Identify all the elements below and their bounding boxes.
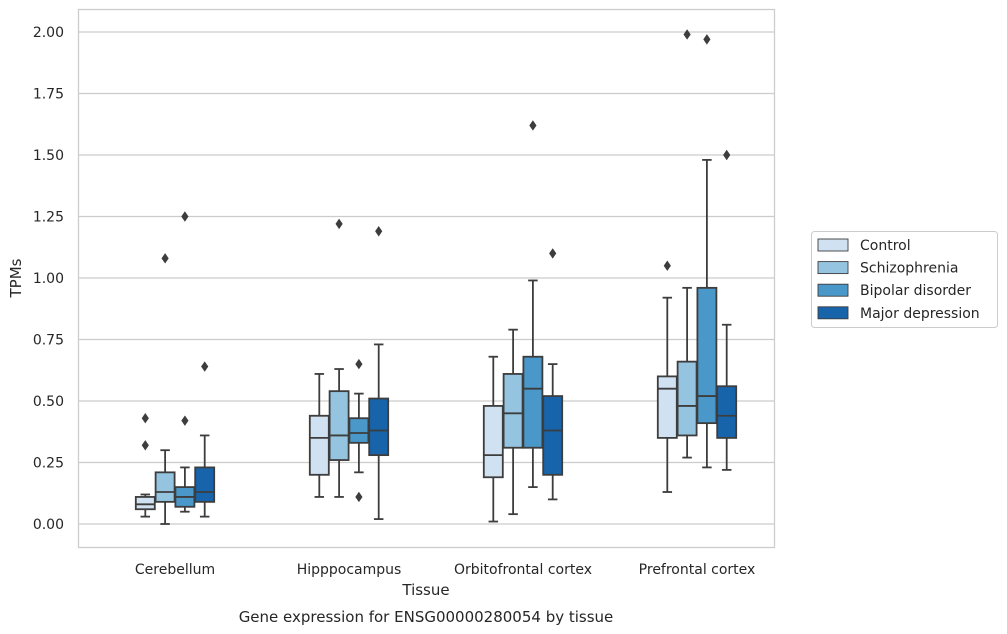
outlier-point: [355, 358, 363, 370]
outlier-point: [335, 218, 343, 230]
box-iqr: [502, 373, 524, 449]
outlier-point: [181, 211, 189, 222]
y-tick-label: 2.00: [33, 25, 64, 41]
outlier-point: [141, 440, 149, 451]
box-plot: [328, 218, 350, 498]
box-plot: [154, 253, 176, 525]
outlier-point: [161, 253, 169, 264]
y-axis-ticks: 0.00 0.25 0.50 0.75 1.00 1.25 1.50 1.75 2.00: [33, 25, 64, 533]
gridlines: [78, 31, 775, 525]
box-plot: [174, 211, 196, 513]
box-plot: [696, 34, 718, 469]
outlier-point: [703, 34, 711, 45]
box-iqr: [134, 496, 156, 511]
box-iqr: [542, 395, 564, 476]
box-plot: [482, 355, 504, 523]
boxes: [134, 29, 738, 525]
box-iqr: [308, 414, 330, 476]
box-plot: [502, 328, 524, 516]
box-iqr: [348, 417, 370, 444]
y-tick-label: 0.75: [33, 333, 64, 349]
box-plot: [368, 226, 390, 520]
outlier-point: [663, 260, 671, 271]
outlier-point: [529, 120, 537, 131]
x-tick-label: Prefrontal cortex: [639, 562, 756, 578]
legend-entry: Bipolar disorder: [860, 283, 971, 299]
box-iqr: [328, 390, 350, 461]
x-tick-label: Orbitofrontal cortex: [454, 562, 592, 578]
outlier-point: [141, 413, 149, 424]
x-tick-label: Hipppocampus: [297, 562, 402, 578]
outlier-point: [375, 226, 383, 237]
y-tick-label: 0.25: [33, 456, 64, 472]
box-iqr: [716, 385, 738, 439]
y-tick-label: 1.00: [33, 271, 64, 287]
legend-swatch: [817, 306, 849, 320]
legend-entry: Major depression: [860, 306, 980, 322]
y-tick-label: 1.50: [33, 148, 64, 164]
legend-swatch: [817, 261, 849, 275]
box-iqr: [676, 360, 698, 437]
legend-swatch: [817, 238, 849, 252]
y-tick-label: 0.50: [33, 394, 64, 410]
y-tick-label: 0.00: [33, 517, 64, 533]
box-iqr: [194, 466, 216, 503]
box-plot: [542, 248, 564, 501]
legend-frame: [811, 231, 998, 328]
outlier-point: [201, 361, 209, 372]
box-plot: [656, 260, 678, 493]
plot-area-frame: [77, 8, 776, 549]
box-iqr: [154, 471, 176, 503]
box-iqr: [696, 286, 718, 425]
box-iqr: [522, 355, 544, 449]
box-plot: [676, 29, 698, 459]
box-iqr: [482, 405, 504, 479]
x-tick-label: Cerebellum: [135, 562, 215, 578]
outlier-point: [683, 29, 691, 40]
box-plot: [308, 373, 330, 498]
legend-swatch: [817, 283, 849, 297]
x-axis-label: Tissue: [401, 581, 449, 599]
legend-entry: Control: [860, 238, 911, 254]
legend-entry: Schizophrenia: [860, 261, 958, 277]
box-plot: [134, 413, 156, 518]
box-plot: [716, 149, 738, 471]
outlier-point: [549, 248, 557, 259]
y-axis-label: TPMs: [7, 258, 25, 298]
y-tick-label: 1.75: [33, 87, 64, 103]
figure-caption: Gene expression for ENSG00000280054 by t…: [239, 608, 614, 626]
box-plot: [348, 358, 370, 503]
box-plot: [522, 120, 544, 489]
outlier-point: [355, 491, 363, 503]
legend: Control Schizophrenia Bipolar disorder Majo…: [811, 231, 998, 328]
outlier-point: [723, 149, 731, 161]
outlier-point: [181, 415, 189, 426]
y-tick-label: 1.25: [33, 210, 64, 226]
x-axis-ticks: Cerebellum Hipppocampus Orbitofrontal cort…: [135, 562, 755, 578]
box-plot: [194, 361, 216, 518]
box-iqr: [368, 397, 390, 457]
box-iqr: [656, 375, 678, 439]
